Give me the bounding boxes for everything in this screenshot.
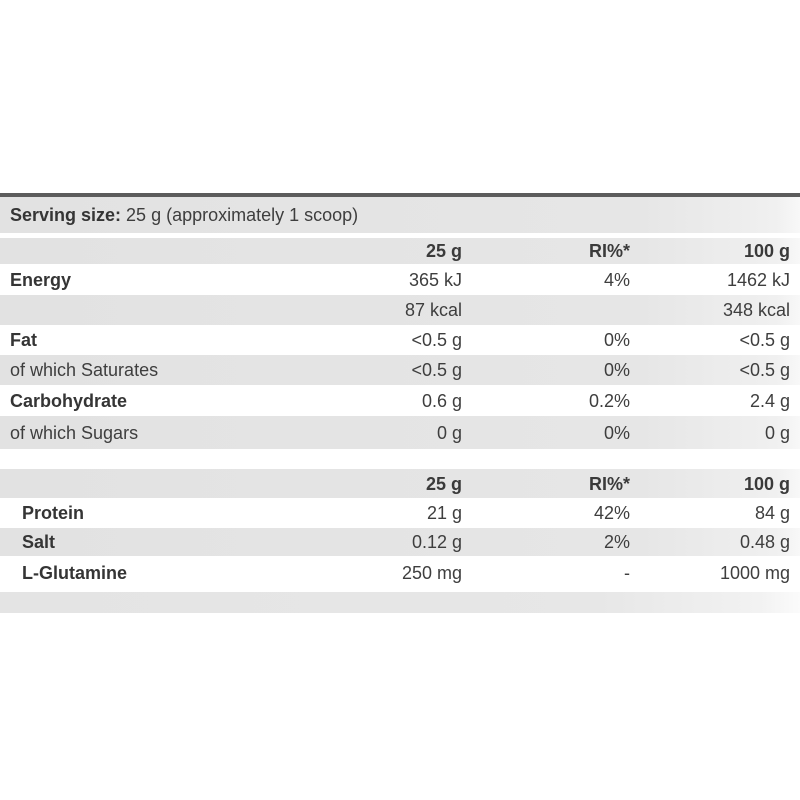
table-row-sugars: of which Sugars 0 g 0% 0 g: [0, 416, 800, 449]
value-per-serving: 0.12 g: [411, 532, 462, 552]
column-header-row-1: 25 g RI%* 100 g: [0, 238, 800, 264]
table-row-energy: Energy 365 kJ 4% 1462 kJ: [0, 264, 800, 295]
value-per-serving: <0.5 g: [411, 360, 462, 380]
value-per-100g: <0.5 g: [739, 330, 790, 350]
value-per-100g: 0 g: [764, 422, 790, 443]
value-per-serving: 365 kJ: [408, 269, 462, 290]
nutrition-facts-table: Serving size: 25 g (approximately 1 scoo…: [0, 193, 800, 613]
value-per-100g: <0.5 g: [739, 360, 790, 380]
value-per-100g: 0.48 g: [739, 532, 790, 552]
value-per-serving: 0 g: [436, 422, 462, 443]
value-per-serving: <0.5 g: [411, 330, 462, 350]
table-row-salt: Salt 0.12 g 2% 0.48 g: [0, 528, 800, 556]
header-100g-col: 100 g: [743, 473, 790, 494]
row-label: Protein: [22, 503, 85, 523]
column-header-row-2: 25 g RI%* 100 g: [0, 469, 800, 498]
value-ri: 0%: [603, 330, 630, 350]
value-ri: 0%: [603, 422, 630, 443]
header-ri-col: RI%*: [588, 473, 630, 494]
table-row-l-glutamine: L-Glutamine 250 mg - 1000 mg: [0, 556, 800, 590]
serving-size-row: Serving size: 25 g (approximately 1 scoo…: [0, 197, 800, 233]
value-per-100g: 348 kcal: [722, 300, 790, 320]
row-label: Carbohydrate: [10, 390, 128, 411]
serving-size-label: Serving size:: [10, 205, 122, 225]
serving-size-text: Serving size: 25 g (approximately 1 scoo…: [0, 206, 800, 224]
value-per-100g: 2.4 g: [749, 390, 790, 411]
section-gap: [0, 449, 800, 469]
row-label: Salt: [22, 532, 56, 552]
row-label: Fat: [10, 330, 37, 350]
value-per-100g: 1462 kJ: [726, 269, 790, 290]
table-row-fat: Fat <0.5 g 0% <0.5 g: [0, 325, 800, 355]
table-top-border: [0, 193, 800, 197]
value-ri: 2%: [603, 532, 630, 552]
row-label: of which Saturates: [10, 360, 159, 380]
header-ri-col: RI%*: [588, 241, 630, 261]
value-per-100g: 84 g: [754, 503, 790, 523]
row-label: Energy: [10, 269, 72, 290]
row-label: L-Glutamine: [22, 563, 128, 583]
header-100g-col: 100 g: [743, 241, 790, 261]
table-bottom-band: [0, 592, 800, 613]
gap: [0, 233, 800, 238]
value-ri: -: [624, 563, 630, 583]
value-per-serving: 21 g: [426, 503, 462, 523]
value-per-serving: 250 mg: [401, 563, 462, 583]
value-ri: 0.2%: [588, 390, 630, 411]
row-label: of which Sugars: [10, 422, 139, 443]
value-per-serving: 0.6 g: [421, 390, 462, 411]
value-ri: 0%: [603, 360, 630, 380]
serving-size-value: 25 g (approximately 1 scoop): [121, 205, 359, 225]
table-row-energy-kcal: 87 kcal 348 kcal: [0, 295, 800, 325]
value-per-serving: 87 kcal: [404, 300, 462, 320]
value-ri: 4%: [603, 269, 630, 290]
table-row-protein: Protein 21 g 42% 84 g: [0, 498, 800, 528]
value-per-100g: 1000 mg: [719, 563, 790, 583]
header-serving-col: 25 g: [425, 241, 462, 261]
header-serving-col: 25 g: [425, 473, 462, 494]
value-ri: 42%: [593, 503, 630, 523]
table-row-saturates: of which Saturates <0.5 g 0% <0.5 g: [0, 355, 800, 385]
table-row-carbohydrate: Carbohydrate 0.6 g 0.2% 2.4 g: [0, 385, 800, 416]
gap: [0, 590, 800, 592]
